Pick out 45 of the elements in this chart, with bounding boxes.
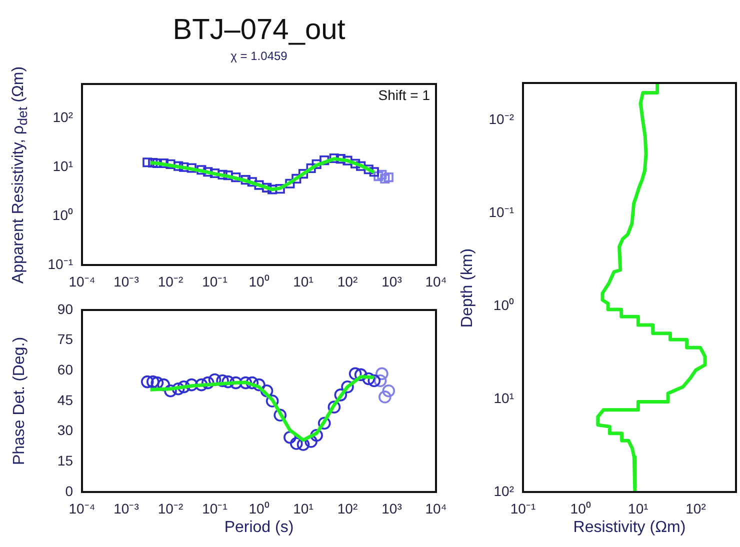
x-tick-label: 10⁻¹ xyxy=(202,273,228,290)
y-tick-label: 15 xyxy=(57,452,74,469)
y-axis-title: Phase Det. (Deg.) xyxy=(11,336,29,466)
x-tick-label: 10³ xyxy=(382,273,402,290)
x-tick-label: 10⁰ xyxy=(570,500,591,516)
x-axis-title: Resistivity (Ωm) xyxy=(573,519,686,537)
y-tick-label: 30 xyxy=(57,422,74,438)
x-tick-label: 10⁻² xyxy=(158,273,184,290)
x-tick-label: 10³ xyxy=(382,500,402,516)
y-tick-label: 10⁰ xyxy=(52,206,73,223)
x-tick-label: 10⁰ xyxy=(248,273,270,290)
x-tick-label: 10¹ xyxy=(628,500,649,516)
y-tick-label: 10² xyxy=(52,109,74,126)
chart-title: BTJ–074_out xyxy=(172,14,346,47)
x-tick-label: 10⁻³ xyxy=(114,273,140,290)
x-tick-label: 10⁻² xyxy=(158,500,184,516)
y-tick-label: 10² xyxy=(494,482,514,499)
x-tick-label: 10² xyxy=(337,500,358,516)
x-tick-label: 10⁴ xyxy=(425,500,447,516)
x-tick-label: 10² xyxy=(337,273,358,290)
y-tick-label: 10⁻¹ xyxy=(488,204,514,220)
x-tick-label: 10⁻⁴ xyxy=(68,273,96,290)
x-tick-label: 10⁴ xyxy=(425,273,447,290)
x-tick-label: 10⁻³ xyxy=(114,500,140,516)
y-tick-label: 10¹ xyxy=(494,390,514,406)
y-tick-label: 60 xyxy=(57,362,74,378)
y-tick-label: 45 xyxy=(57,392,74,408)
x-axis-title: Period (s) xyxy=(224,519,294,537)
x-tick-label: 10⁻¹ xyxy=(510,500,536,516)
x-tick-label: 10² xyxy=(686,500,706,516)
chart-subtitle: χ = 1.0459 xyxy=(230,49,288,63)
x-tick-label: 10¹ xyxy=(293,273,314,290)
y-tick-label: 10⁰ xyxy=(493,296,514,313)
x-tick-label: 10⁻¹ xyxy=(202,500,228,516)
y-tick-label: 75 xyxy=(57,331,74,348)
y-tick-label: 90 xyxy=(57,300,74,317)
y-axis-title: Depth (km) xyxy=(459,248,477,328)
y-tick-label: 0 xyxy=(65,482,74,499)
x-tick-label: 10⁰ xyxy=(248,500,270,516)
x-tick-label: 10¹ xyxy=(293,500,314,516)
annotation: Shift = 1 xyxy=(378,86,430,103)
y-tick-label: 10⁻² xyxy=(488,110,514,127)
x-tick-label: 10⁻⁴ xyxy=(68,500,96,516)
y-tick-label: 10¹ xyxy=(52,158,74,174)
y-tick-label: 10⁻¹ xyxy=(48,256,74,272)
